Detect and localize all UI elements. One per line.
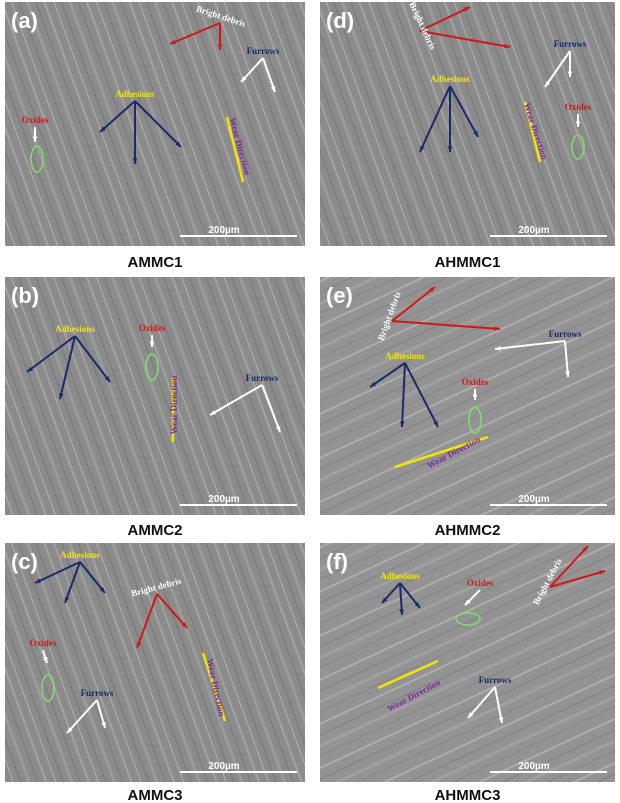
annotation: Oxides (139, 323, 166, 333)
annotation: Furrows (554, 39, 587, 49)
scale-bar-label: 200µm (208, 761, 239, 772)
caption: AMMC1 (128, 254, 183, 271)
annotation: Furrows (246, 373, 279, 383)
caption: AHMMC2 (435, 522, 501, 539)
annotation: Oxides (462, 377, 489, 387)
panel: (b) Adhesions Oxides Wear Direction Furrows 2… (5, 277, 305, 515)
caption: AHMMC1 (435, 254, 501, 271)
panel-label: (a) (11, 8, 38, 33)
micrograph (320, 277, 615, 515)
annotation: Furrows (549, 329, 582, 339)
annotation: Adhesions (430, 74, 470, 84)
micrograph (5, 277, 305, 515)
annotation: Furrows (247, 46, 280, 56)
panel-label: (c) (11, 549, 38, 574)
caption: AMMC3 (128, 787, 183, 803)
micrograph (5, 2, 305, 246)
scale-bar-label: 200µm (208, 494, 239, 505)
panel-label: (e) (326, 283, 353, 308)
panel: (f)AdhesionsOxidesBright debrisFurrowsWe… (320, 543, 615, 782)
annotation: Oxides (30, 638, 57, 648)
annotation: Adhesions (380, 571, 420, 581)
annotation: Adhesions (60, 550, 100, 560)
caption: AHMMC3 (435, 787, 501, 803)
annotation: Oxides (565, 102, 592, 112)
scale-bar-label: 200µm (518, 494, 549, 505)
panel-label: (d) (326, 8, 354, 33)
micrograph (5, 543, 305, 782)
panel-label: (f) (326, 549, 348, 574)
annotation: Wear Direction (169, 376, 179, 435)
panel-label: (b) (11, 283, 39, 308)
annotation: Adhesions (115, 89, 155, 99)
scale-bar-label: 200µm (518, 225, 549, 236)
annotation: Adhesions (385, 351, 425, 361)
scale-bar-label: 200µm (518, 761, 549, 772)
figure: (a)Bright debrisFurrowsAdhesionsOxidesWe… (0, 0, 620, 803)
annotation: Adhesions (55, 324, 95, 334)
annotation: Oxides (467, 578, 494, 588)
caption: AMMC2 (128, 522, 183, 539)
annotation: Furrows (479, 675, 512, 685)
scale-bar-label: 200µm (208, 225, 239, 236)
annotation: Oxides (22, 115, 49, 125)
annotation: Furrows (81, 688, 114, 698)
